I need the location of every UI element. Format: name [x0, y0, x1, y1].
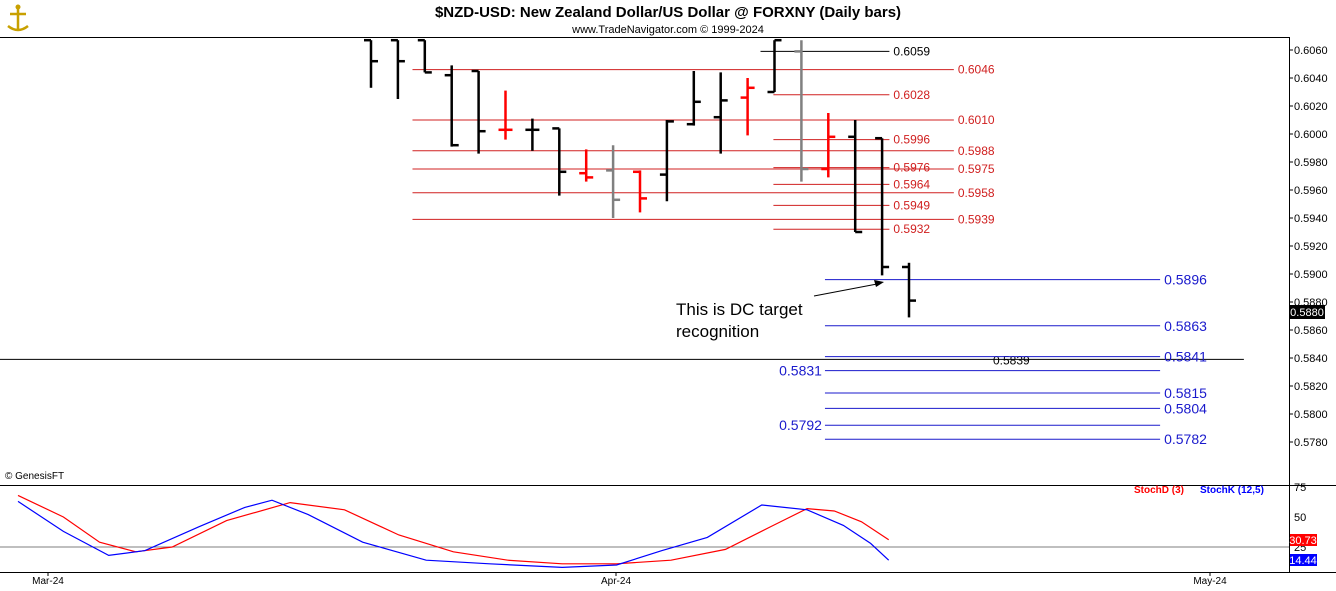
- level-label: 0.5782: [1164, 431, 1207, 447]
- price-tick-label: 0.5860: [1294, 325, 1328, 337]
- annotation-arrow-head-icon: [874, 280, 884, 287]
- ohlc-bar: [364, 38, 378, 88]
- ohlc-bar: [902, 262, 916, 318]
- ohlc-bar: [444, 65, 459, 147]
- price-tick-label: 0.6020: [1294, 101, 1328, 113]
- ohlc-bar: [417, 38, 432, 74]
- price-axis-ticks: 0.6060 0.6040 0.6020 0.6000 0.5980 0.5960 0.59…: [1289, 45, 1328, 449]
- legend-stochD: StochD (3): [1134, 485, 1184, 496]
- level-label: 0.5988: [958, 144, 995, 158]
- price-tick-label: 0.5840: [1294, 353, 1328, 365]
- ohlc-bar: [579, 149, 594, 182]
- level-label: 0.5958: [958, 186, 995, 200]
- ohlc-bar: [552, 127, 567, 196]
- level-label: 0.5996: [893, 133, 930, 147]
- chart-subtitle: www.TradeNavigator.com © 1999-2024: [571, 24, 764, 36]
- time-tick-label: Apr-24: [601, 576, 631, 587]
- level-label: 0.6028: [893, 88, 930, 102]
- level-label: 0.5939: [958, 212, 995, 226]
- annotation: This is DC target recognition: [676, 280, 884, 341]
- price-tick-label: 0.5900: [1294, 269, 1328, 281]
- ohlc-bar: [713, 72, 728, 154]
- ohlc-bar: [633, 170, 647, 213]
- ohlc-bar: [525, 118, 540, 151]
- level-lines: 0.6059 0.6046 0.6028 0.6010 0.5996 0.5988 0.59…: [0, 44, 1244, 447]
- ohlc-bar: [821, 113, 836, 178]
- level-label: 0.5841: [1164, 349, 1207, 365]
- stochD-last-label: 30.73: [1289, 535, 1317, 547]
- stochastic-tick-label: 50: [1294, 512, 1306, 524]
- price-tick-label: 0.5940: [1294, 213, 1328, 225]
- stochD-last-marker: 30.73: [1289, 534, 1317, 547]
- annotation-arrow-line: [813, 283, 878, 297]
- level-label: 0.5949: [893, 198, 930, 212]
- ohlc-bar: [606, 145, 621, 218]
- level-label: 0.5804: [1164, 400, 1207, 416]
- level-label: 0.5815: [1164, 385, 1207, 401]
- ohlc-bars: [364, 38, 916, 318]
- annotation-line-1: This is DC target: [676, 300, 803, 319]
- price-tick-label: 0.5920: [1294, 241, 1328, 253]
- level-label: 0.5932: [893, 222, 930, 236]
- chart-title: $NZD-USD: New Zealand Dollar/US Dollar @…: [435, 4, 901, 21]
- annotation-line-2: recognition: [676, 322, 759, 341]
- last-price-label: 0.5880: [1290, 307, 1324, 319]
- price-tick-label: 0.5780: [1294, 437, 1328, 449]
- ohlc-bar: [767, 38, 782, 94]
- logo-icon: [4, 4, 32, 32]
- level-label: 0.5831: [779, 363, 822, 379]
- price-tick-label: 0.5800: [1294, 409, 1328, 421]
- level-label: 0.5863: [1164, 318, 1207, 334]
- ohlc-bar: [471, 69, 486, 154]
- ohlc-bar: [875, 136, 890, 276]
- level-label: 0.5839: [993, 353, 1030, 367]
- price-tick-label: 0.6060: [1294, 45, 1328, 57]
- ohlc-bar: [848, 120, 863, 234]
- stochK-line: [17, 499, 890, 569]
- stochK-last-label: 14.44: [1289, 555, 1317, 567]
- level-label: 0.5792: [779, 417, 822, 433]
- level-label: 0.5976: [893, 161, 930, 175]
- stochastic-tick-label: 75: [1294, 482, 1306, 494]
- time-tick-label: May-24: [1193, 576, 1227, 587]
- level-label: 0.6010: [958, 113, 995, 127]
- ohlc-bar: [390, 38, 405, 99]
- price-tick-label: 0.5960: [1294, 185, 1328, 197]
- stochD-line: [17, 494, 890, 565]
- price-tick-label: 0.6000: [1294, 129, 1328, 141]
- stochK-last-marker: 14.44: [1289, 554, 1317, 567]
- level-label: 0.5896: [1164, 272, 1207, 288]
- legend-stochK: StochK (12,5): [1200, 485, 1264, 496]
- time-tick-label: Mar-24: [32, 576, 64, 587]
- level-label: 0.6046: [958, 63, 995, 77]
- time-axis-ticks: Mar-24 Apr-24 May-24: [32, 572, 1227, 587]
- price-tick-label: 0.5820: [1294, 381, 1328, 393]
- ohlc-bar: [659, 120, 674, 202]
- ohlc-bar: [686, 71, 701, 126]
- level-label: 0.5964: [893, 177, 930, 191]
- level-label: 0.5975: [958, 162, 995, 176]
- ohlc-bar: [794, 40, 809, 182]
- level-label: 0.6059: [893, 44, 930, 58]
- data-credit: © GenesisFT: [5, 471, 64, 482]
- price-tick-label: 0.5980: [1294, 157, 1328, 169]
- ohlc-bar: [740, 78, 755, 136]
- ohlc-bar: [498, 90, 513, 140]
- price-tick-label: 0.6040: [1294, 73, 1328, 85]
- last-price-marker: 0.5880: [1290, 305, 1325, 319]
